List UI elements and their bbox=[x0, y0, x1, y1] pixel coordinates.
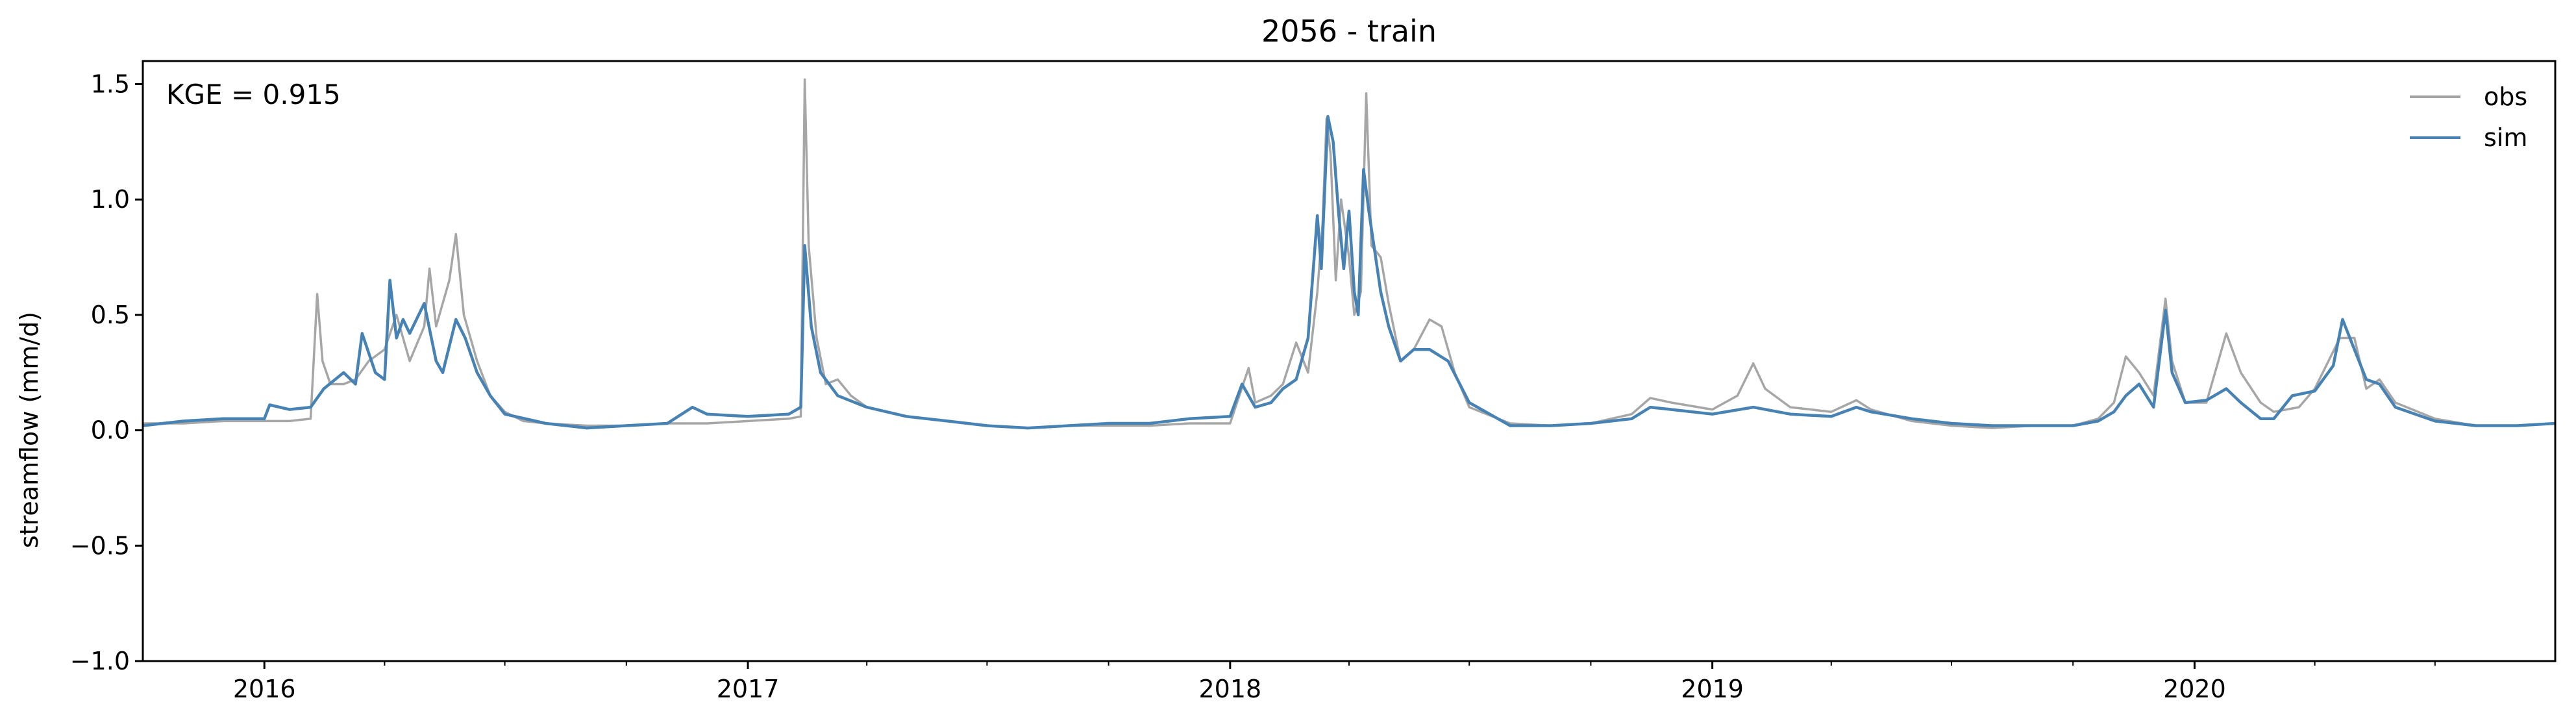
legend: obs sim bbox=[2410, 82, 2527, 152]
y-tick-label: 1.5 bbox=[91, 70, 130, 99]
plot-area bbox=[142, 78, 2556, 430]
y-tick-label: 0.0 bbox=[91, 416, 130, 445]
y-tick-label: −1.0 bbox=[70, 647, 130, 675]
x-tick-label: 2018 bbox=[1198, 675, 1261, 703]
legend-label-sim: sim bbox=[2484, 123, 2527, 152]
chart-title: 2056 - train bbox=[1261, 14, 1437, 49]
x-tick-label: 2020 bbox=[2163, 675, 2226, 703]
y-axis-label: streamflow (mm/d) bbox=[15, 312, 43, 548]
x-tick-label: 2019 bbox=[1681, 675, 1744, 703]
kge-annotation: KGE = 0.915 bbox=[166, 79, 341, 110]
legend-label-obs: obs bbox=[2484, 82, 2527, 111]
x-tick-label: 2016 bbox=[233, 675, 296, 703]
x-tick-label: 2017 bbox=[717, 675, 780, 703]
y-tick-label: 0.5 bbox=[91, 301, 130, 329]
y-tick-label: −0.5 bbox=[70, 531, 130, 560]
y-tick-label: 1.0 bbox=[91, 185, 130, 214]
series-line-sim bbox=[142, 115, 2556, 430]
axes: −1.0 −0.5 0.0 0.5 1.0 1.5 2016 2017 2018 2019 2020 bbox=[70, 70, 2436, 703]
plot-frame bbox=[142, 60, 2557, 662]
